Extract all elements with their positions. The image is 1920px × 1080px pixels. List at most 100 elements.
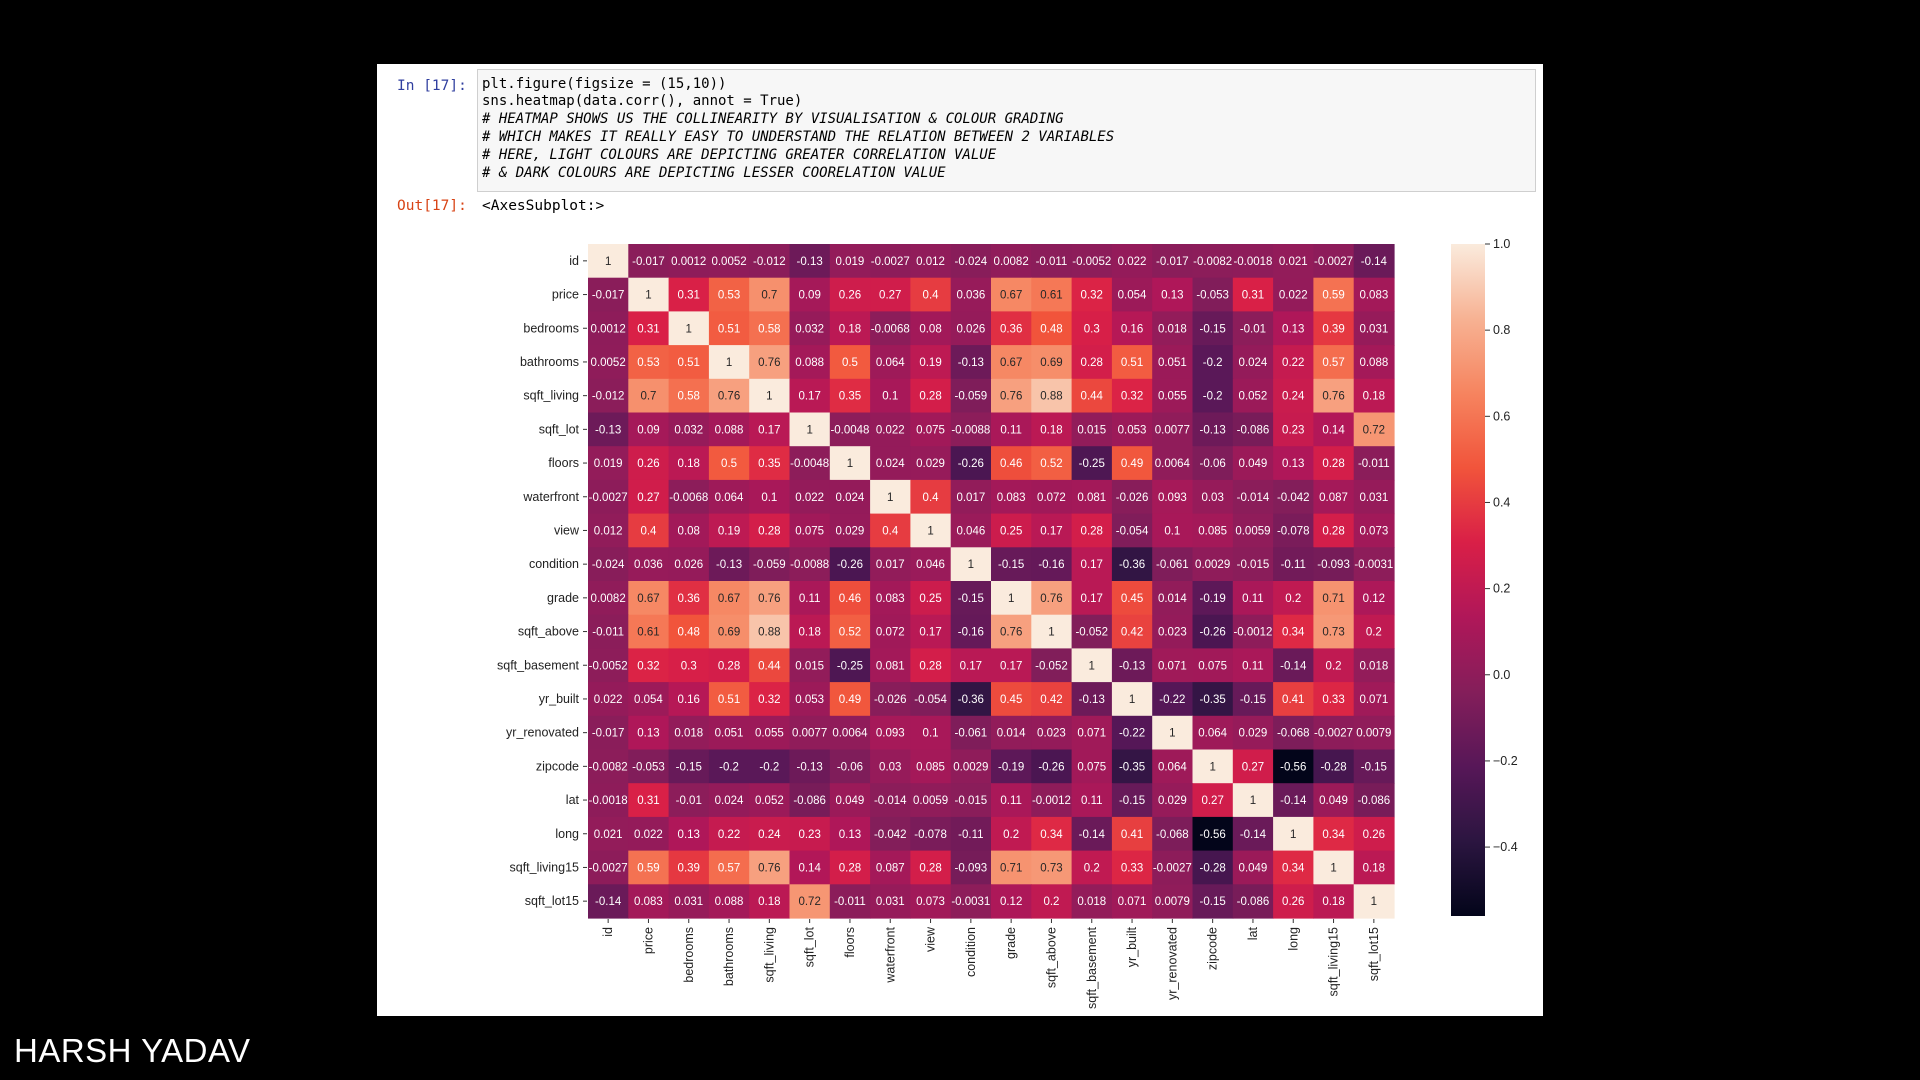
row-label: view — [554, 523, 580, 537]
cell-annotation: -0.0088 — [951, 424, 990, 436]
cell-annotation: 0.12 — [1000, 896, 1022, 908]
cell-annotation: 1 — [1330, 862, 1336, 874]
cell-annotation: 0.11 — [1081, 795, 1103, 807]
row-label: waterfront — [522, 490, 579, 504]
cell-annotation: 0.57 — [718, 862, 740, 874]
cell-annotation: 0.026 — [674, 559, 703, 571]
cell-annotation: -0.0088 — [790, 559, 829, 571]
cell-annotation: -0.0068 — [669, 492, 708, 504]
cell-annotation: -0.26 — [958, 458, 984, 470]
cell-annotation: -0.56 — [1280, 761, 1306, 773]
cell-annotation: -0.086 — [793, 795, 826, 807]
cell-annotation: 0.4 — [882, 525, 899, 537]
cell-annotation: 0.1 — [882, 391, 898, 403]
cell-annotation: 0.45 — [1121, 593, 1143, 605]
cell-annotation: 0.17 — [960, 660, 982, 672]
cell-annotation: -0.14 — [595, 896, 622, 908]
cell-annotation: 0.032 — [795, 323, 824, 335]
cell-annotation: -0.0082 — [589, 761, 628, 773]
cell-annotation: 0.054 — [634, 694, 663, 706]
cell-annotation: -0.059 — [955, 391, 988, 403]
cell-annotation: 0.0077 — [792, 728, 827, 740]
cell-annotation: 0.41 — [1282, 694, 1304, 706]
cell-annotation: 0.23 — [1282, 424, 1304, 436]
row-label: sqft_living — [523, 389, 579, 403]
cell-annotation: -0.061 — [1156, 559, 1189, 571]
cell-annotation: 0.053 — [795, 694, 824, 706]
cell-annotation: -0.15 — [676, 761, 702, 773]
cell-annotation: 0.071 — [1359, 694, 1388, 706]
cell-annotation: -0.25 — [1079, 458, 1105, 470]
cell-annotation: -0.11 — [958, 829, 983, 841]
cell-annotation: 0.17 — [919, 627, 941, 639]
cell-annotation: 0.53 — [637, 357, 659, 369]
cell-annotation: 0.13 — [839, 829, 861, 841]
cell-annotation: -0.15 — [958, 593, 984, 605]
cell-annotation: 0.61 — [1040, 290, 1062, 302]
cell-annotation: -0.13 — [797, 256, 823, 268]
cell-annotation: 0.2 — [1366, 627, 1382, 639]
cell-annotation: 0.59 — [1322, 290, 1344, 302]
cell-annotation: -0.012 — [753, 256, 786, 268]
cell-annotation: 0.015 — [795, 660, 824, 672]
cell-annotation: 0.022 — [634, 829, 663, 841]
cell-annotation: 0.072 — [1037, 492, 1066, 504]
cell-annotation: 0.09 — [637, 424, 659, 436]
cell-annotation: 0.48 — [678, 627, 700, 639]
cell-annotation: 0.46 — [839, 593, 861, 605]
cell-annotation: 0.0029 — [953, 761, 988, 773]
cell-annotation: 0.36 — [1000, 323, 1022, 335]
cell-annotation: -0.0068 — [871, 323, 910, 335]
cell-annotation: 0.58 — [678, 391, 700, 403]
cell-annotation: -0.14 — [1280, 660, 1307, 672]
colorbar-gradient — [1451, 244, 1485, 916]
column-label: sqft_living15 — [1327, 927, 1341, 997]
cell-annotation: 0.054 — [1118, 290, 1147, 302]
cell-annotation: 0.13 — [1282, 323, 1304, 335]
cell-annotation: 0.24 — [758, 829, 781, 841]
cell-annotation: 0.022 — [795, 492, 824, 504]
colorbar-tick-label: 0.8 — [1493, 323, 1510, 337]
cell-annotation: 0.16 — [678, 694, 700, 706]
cell-annotation: 0.2 — [1285, 593, 1301, 605]
cell-annotation: 0.16 — [1121, 323, 1143, 335]
cell-annotation: 0.88 — [1040, 391, 1062, 403]
cell-annotation: 0.0052 — [711, 256, 746, 268]
cell-annotation: 0.17 — [1000, 660, 1022, 672]
cell-annotation: 1 — [968, 559, 974, 571]
cell-annotation: 0.064 — [876, 357, 905, 369]
cell-annotation: -0.15 — [998, 559, 1024, 571]
cell-annotation: 0.09 — [798, 290, 820, 302]
cell-annotation: 0.18 — [1322, 896, 1344, 908]
cell-annotation: 0.022 — [1279, 290, 1308, 302]
cell-annotation: -0.2 — [1203, 391, 1223, 403]
cell-annotation: -0.053 — [632, 761, 665, 773]
cell-annotation: 0.76 — [718, 391, 740, 403]
row-label: yr_renovated — [506, 726, 579, 740]
colorbar: 1.00.80.60.40.20.0−0.2−0.4 — [1451, 237, 1518, 916]
cell-annotation: 0.23 — [798, 829, 820, 841]
cell-annotation: -0.0052 — [589, 660, 628, 672]
cell-annotation: 1 — [1048, 627, 1054, 639]
cell-annotation: 0.19 — [919, 357, 941, 369]
cell-annotation: -0.026 — [1116, 492, 1149, 504]
cell-annotation: 0.053 — [1118, 424, 1147, 436]
cell-annotation: 0.1 — [761, 492, 777, 504]
cell-annotation: 0.022 — [1118, 256, 1147, 268]
cell-annotation: -0.061 — [955, 728, 988, 740]
cell-annotation: 0.0079 — [1356, 728, 1391, 740]
cell-annotation: 0.76 — [758, 357, 780, 369]
cell-annotation: -0.0082 — [1193, 256, 1232, 268]
cell-annotation: 0.018 — [1158, 323, 1187, 335]
colorbar-tick-label: 0.6 — [1493, 409, 1510, 423]
cell-annotation: 0.34 — [1282, 627, 1305, 639]
cell-annotation: -0.26 — [1200, 627, 1226, 639]
cell-annotation: 0.031 — [674, 896, 703, 908]
cell-annotation: 0.049 — [1319, 795, 1348, 807]
cell-annotation: 0.34 — [1040, 829, 1063, 841]
x-tick-labels: id price bedrooms bathrooms sqft_living sqft_… — [601, 919, 1381, 1009]
cell-annotation: 0.35 — [839, 391, 861, 403]
cell-annotation: 0.19 — [718, 525, 740, 537]
cell-annotation: 1 — [645, 290, 651, 302]
cell-annotation: 0.49 — [1121, 458, 1143, 470]
